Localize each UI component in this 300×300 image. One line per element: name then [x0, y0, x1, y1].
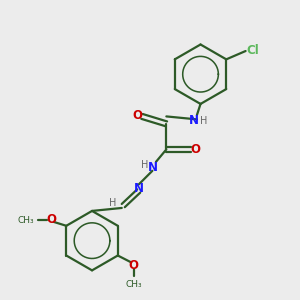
Text: H: H — [200, 116, 207, 126]
Text: O: O — [128, 259, 139, 272]
Text: CH₃: CH₃ — [126, 280, 142, 290]
Text: H: H — [109, 199, 116, 208]
Text: O: O — [133, 109, 143, 122]
Text: H: H — [141, 160, 148, 170]
Text: CH₃: CH₃ — [17, 216, 34, 225]
Text: N: N — [147, 161, 158, 174]
Text: N: N — [188, 114, 198, 127]
Text: O: O — [46, 213, 56, 226]
Text: Cl: Cl — [247, 44, 260, 57]
Text: O: O — [190, 143, 200, 156]
Text: N: N — [134, 182, 144, 194]
